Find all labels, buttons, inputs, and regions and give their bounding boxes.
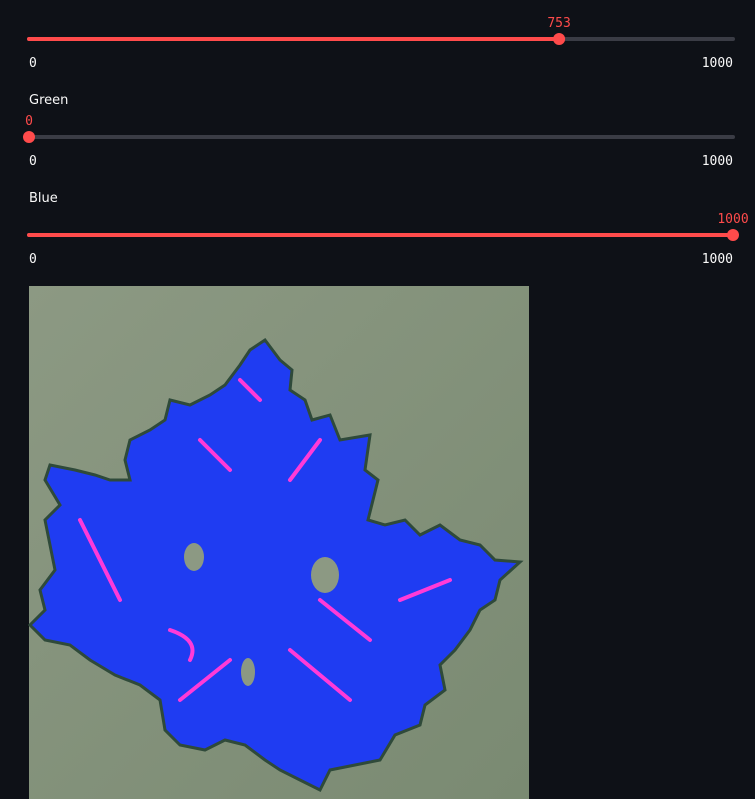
leaf-vein xyxy=(178,658,232,702)
leaf-vein xyxy=(78,518,122,602)
leaf-vein xyxy=(238,378,262,402)
slider-label: Blue xyxy=(29,191,58,206)
leaf-vein xyxy=(398,578,452,602)
slider-label: Green xyxy=(29,93,68,108)
slider-min: 0 xyxy=(29,154,37,169)
slider-thumb[interactable] xyxy=(553,33,566,45)
leaf-vein xyxy=(288,438,322,482)
slider-value: 753 xyxy=(547,16,570,31)
slider-min: 0 xyxy=(29,56,37,71)
slider-max: 1000 xyxy=(702,252,733,267)
leaf-vein xyxy=(198,438,232,472)
slider-max: 1000 xyxy=(702,154,733,169)
slider-min: 0 xyxy=(29,252,37,267)
leaf-hole xyxy=(184,543,204,571)
leaf-vein xyxy=(168,628,195,662)
leaf-veins xyxy=(78,378,452,702)
leaf xyxy=(27,337,524,793)
leaf-vein xyxy=(288,648,352,702)
slider-value: 0 xyxy=(25,114,33,129)
leaf-hole xyxy=(311,557,339,593)
leaf-hole xyxy=(241,658,255,686)
slider-thumb[interactable] xyxy=(727,229,739,241)
slider-thumb[interactable] xyxy=(23,131,35,143)
leaf-vein xyxy=(318,598,372,642)
slider-max: 1000 xyxy=(702,56,733,71)
image xyxy=(27,286,529,799)
slider-value: 1000 xyxy=(717,212,748,227)
